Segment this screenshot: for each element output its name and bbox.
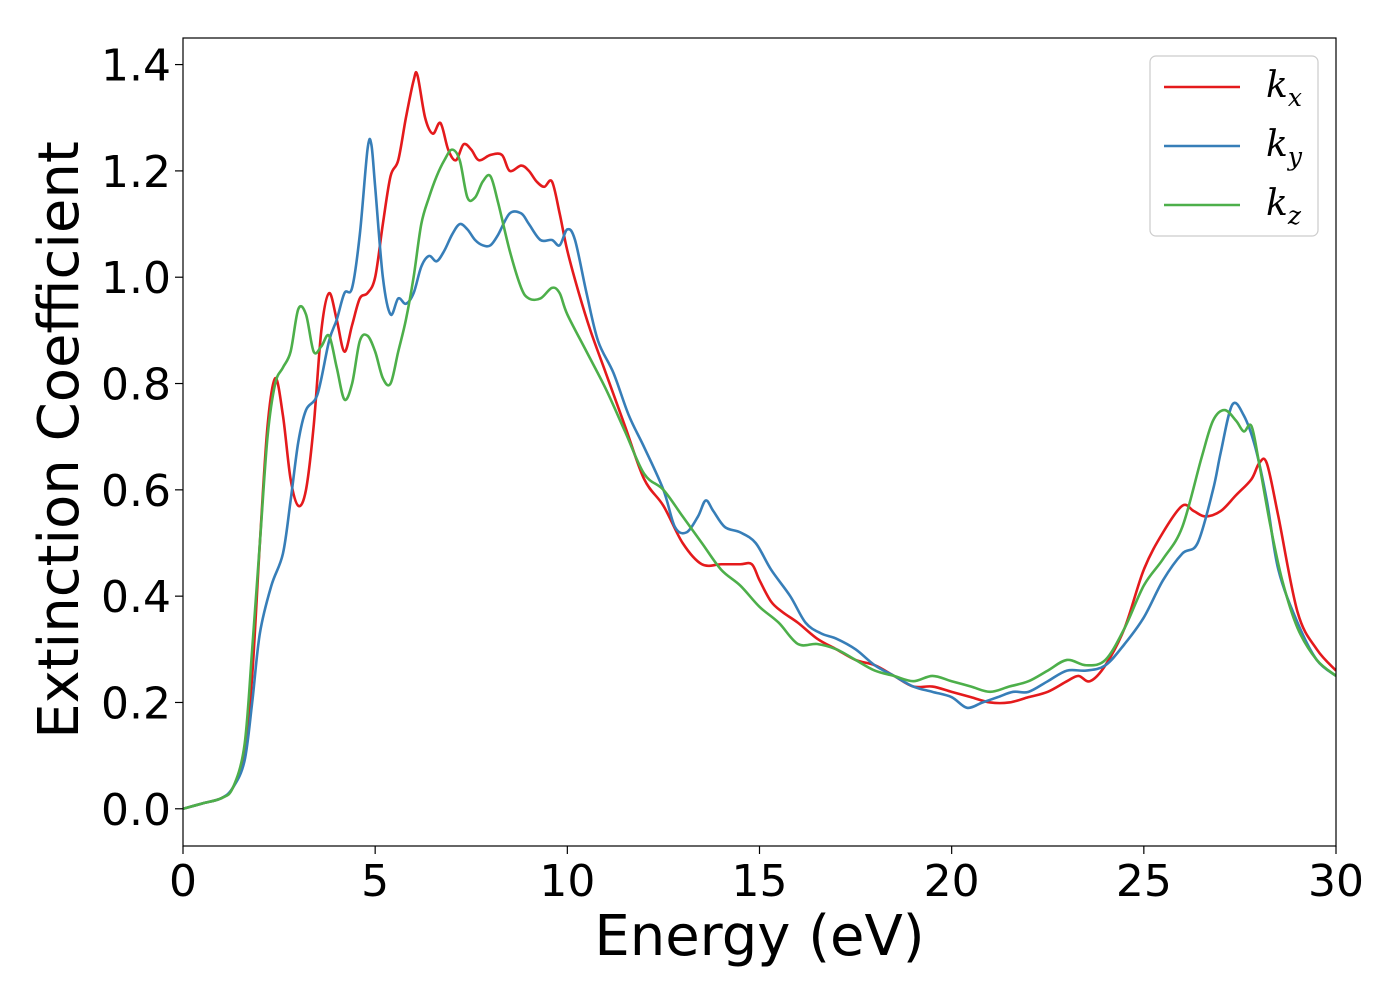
y-tick-label: 1.0 <box>101 253 171 304</box>
x-tick-label: 25 <box>1116 856 1172 907</box>
y-axis-title: Extinction Coefficient <box>27 141 92 739</box>
series-layer <box>183 70 1336 811</box>
legend-label-sub: y <box>1287 142 1303 171</box>
legend-label-kz: kz <box>1266 183 1302 230</box>
y-tick-label: 1.2 <box>101 147 171 198</box>
x-tick-label: 10 <box>539 856 595 907</box>
legend-label-base: k <box>1266 124 1288 165</box>
x-tick-label: 0 <box>169 856 197 907</box>
ticks-layer: 0 5 10 15 20 25 30 0.0 0.2 0.4 0.6 0.8 1.0 1.2 1.4 <box>101 41 1364 907</box>
y-tick-label: 1.4 <box>101 41 171 92</box>
y-tick-label: 0.2 <box>101 678 171 729</box>
series-line-kx <box>183 70 1336 811</box>
y-tick-label: 0.4 <box>101 572 171 623</box>
legend-label-sub: z <box>1287 201 1302 230</box>
legend-label-base: k <box>1266 183 1288 224</box>
legend-label-sub: x <box>1288 83 1302 112</box>
y-tick-label: 0.8 <box>101 360 171 411</box>
y-tick-label: 0.0 <box>101 785 171 836</box>
legend-label-kx: kx <box>1266 65 1302 112</box>
y-tick-label: 0.6 <box>101 466 171 517</box>
legend-label-base: k <box>1266 65 1288 106</box>
series-line-ky <box>183 137 1336 811</box>
x-axis-title: Energy (eV) <box>594 904 924 969</box>
series-line-kz <box>183 148 1336 811</box>
legend-label-ky: ky <box>1266 124 1303 171</box>
x-tick-label: 15 <box>732 856 788 907</box>
x-tick-label: 20 <box>924 856 980 907</box>
x-tick-label: 30 <box>1308 856 1364 907</box>
x-tick-label: 5 <box>361 856 389 907</box>
